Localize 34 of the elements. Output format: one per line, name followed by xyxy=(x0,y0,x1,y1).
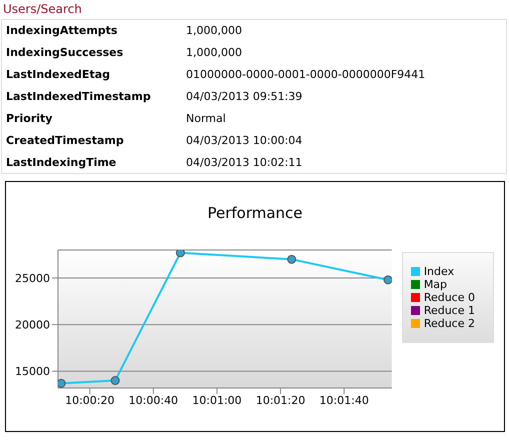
text: LastIndexingTime xyxy=(6,156,118,169)
point xyxy=(384,275,392,284)
x-tick-label: 10:01:20 xyxy=(256,394,306,407)
x-tick-label: 10:00:20 xyxy=(65,394,114,407)
legend-label: Reduce 1 xyxy=(424,304,475,316)
legend-label: Reduce 0 xyxy=(424,290,475,304)
point xyxy=(58,378,66,388)
point xyxy=(110,376,120,386)
legend-label: Index xyxy=(424,264,454,278)
text: 04/03/2013 10:00:04 xyxy=(186,134,302,147)
point xyxy=(287,254,296,264)
x-tick-label: 10:01:40 xyxy=(319,394,369,407)
y-tick-label: 15000 xyxy=(15,365,50,378)
text: IndexingSuccesses xyxy=(6,46,124,59)
text: Normal xyxy=(186,112,226,125)
x-tick-label: 10:01:00 xyxy=(192,394,242,407)
legend-label: Map xyxy=(424,278,448,290)
text: LastIndexedTimestamp xyxy=(6,90,152,103)
text: 01000000-0000-0001-0000-0000000F9441 xyxy=(186,68,426,81)
y-tick-label: 20000 xyxy=(15,318,50,332)
text: LastIndexedEtag xyxy=(6,68,111,81)
point xyxy=(176,250,185,258)
text: IndexingAttempts xyxy=(6,24,118,37)
text: Priority xyxy=(6,112,54,125)
text: 04/03/2013 10:02:11 xyxy=(186,156,302,169)
x-tick-label: 10:00:40 xyxy=(128,394,178,407)
chart-title: Performance xyxy=(206,204,304,222)
text: 04/03/2013 09:51:39 xyxy=(186,90,302,103)
y-tick-label: 25000 xyxy=(15,272,50,285)
text: CreatedTimestamp xyxy=(6,134,125,147)
text: Users/Search xyxy=(3,2,82,16)
legend-label: Reduce 2 xyxy=(424,316,475,330)
text: 1,000,000 xyxy=(186,24,242,37)
text: 1,000,000 xyxy=(186,46,242,59)
